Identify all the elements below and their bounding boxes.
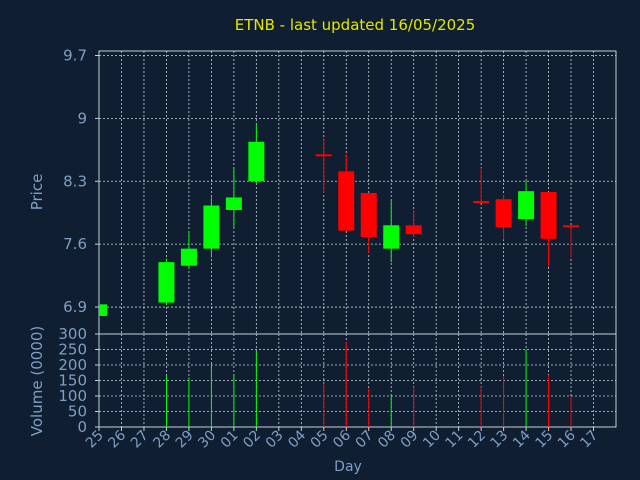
x-tick-label: 11 [443, 428, 467, 452]
x-tick-label: 30 [195, 428, 219, 452]
candle-body-08 [383, 225, 400, 249]
volume-y-tick-label: 100 [58, 387, 87, 405]
candle-body-13 [495, 199, 512, 228]
x-tick-label: 09 [398, 428, 422, 452]
x-tick-label: 12 [465, 428, 489, 452]
x-tick-label: 13 [488, 428, 512, 452]
candle-body-25 [99, 304, 107, 317]
x-tick-label: 29 [173, 428, 197, 452]
candle-body-06 [338, 171, 355, 231]
candle-body-02 [248, 141, 265, 182]
x-tick-label: 07 [353, 428, 377, 452]
volume-y-tick-label: 0 [77, 418, 87, 436]
chart-title: ETNB - last updated 16/05/2025 [235, 16, 476, 34]
x-tick-label: 17 [577, 428, 601, 452]
x-tick-label: 02 [240, 428, 264, 452]
price-y-tick-label: 9 [77, 109, 87, 127]
x-tick-label: 15 [532, 428, 556, 452]
candle-body-29 [180, 248, 197, 266]
x-tick-label: 28 [150, 428, 174, 452]
price-y-tick-label: 9.7 [63, 46, 87, 64]
x-tick-label: 05 [308, 428, 332, 452]
candle-body-05 [315, 154, 332, 157]
volume-y-tick-label: 250 [58, 341, 87, 359]
price-plot-frame [98, 50, 617, 335]
candle-body-14 [518, 191, 535, 220]
candle-body-15 [540, 192, 557, 239]
price-y-tick-label: 7.6 [63, 235, 87, 253]
price-axis-label: Price [28, 174, 46, 211]
volume-axis-label: Volume (0000) [28, 326, 46, 436]
candles [99, 124, 580, 318]
candle-body-12 [473, 201, 490, 204]
x-tick-label: 03 [263, 428, 287, 452]
candle-body-07 [360, 192, 377, 237]
x-tick-label: 06 [330, 427, 354, 451]
candle-body-28 [158, 262, 175, 303]
x-tick-label: 04 [285, 427, 309, 451]
candle-body-30 [203, 205, 220, 249]
x-tick-label: 08 [375, 428, 399, 452]
volume-y-tick-label: 50 [68, 403, 87, 421]
price-panel: 6.9 7.6 8.3 9 9.7 [63, 46, 617, 335]
x-axis-label: Day [334, 459, 362, 475]
price-y-tick-label: 8.3 [63, 172, 87, 190]
candle-body-01 [225, 197, 242, 211]
x-tick-label: 26 [105, 427, 129, 451]
candle-body-16 [563, 225, 580, 228]
x-tick-label: 14 [510, 427, 534, 451]
price-y-tick-label: 6.9 [63, 298, 87, 316]
x-tick-label: 16 [555, 427, 579, 451]
x-axis: 2526272829300102030405060708091011121314… [83, 427, 601, 451]
volume-y-tick-label: 300 [58, 325, 87, 343]
x-tick-label: 01 [218, 428, 242, 452]
volume-y-tick-label: 200 [58, 356, 87, 374]
candle-body-09 [405, 225, 422, 235]
x-tick-label: 10 [420, 428, 444, 452]
volume-y-tick-label: 150 [58, 372, 87, 390]
x-tick-label: 27 [128, 428, 152, 452]
